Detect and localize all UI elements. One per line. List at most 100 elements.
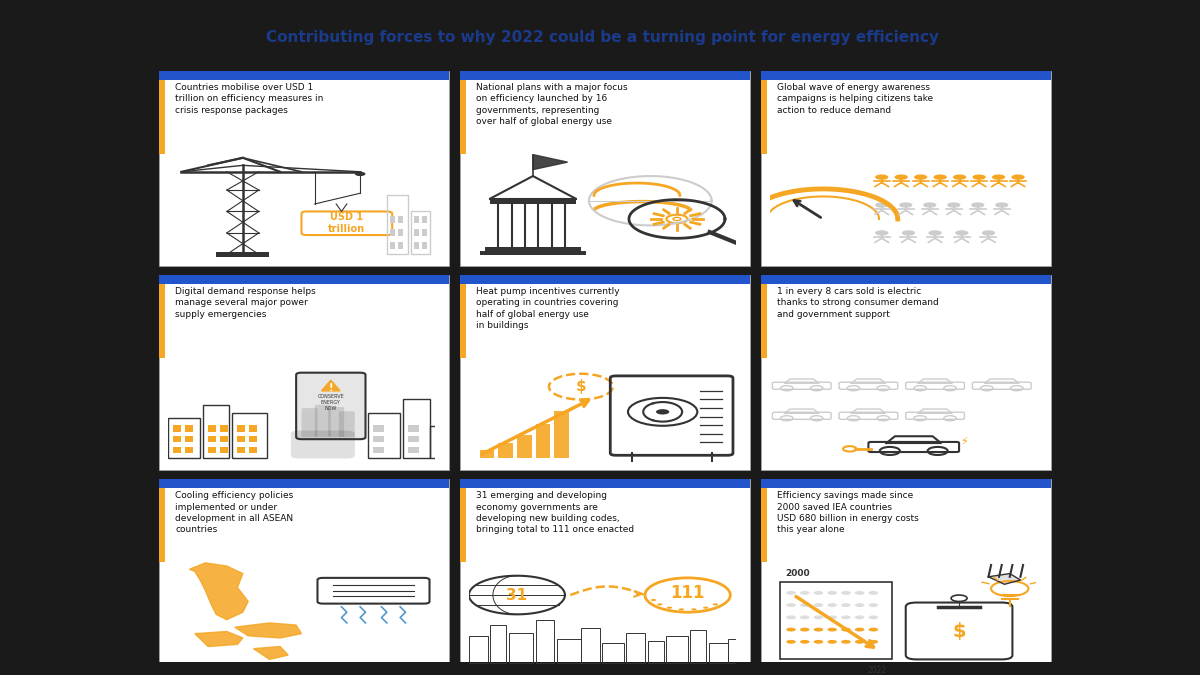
Bar [727,639,738,663]
Bar [421,216,427,223]
Bar [208,436,216,442]
Bar [160,488,166,562]
Bar [390,216,395,223]
Bar [517,435,532,458]
Circle shape [841,640,851,644]
Circle shape [875,202,888,208]
Circle shape [869,628,878,632]
Circle shape [955,230,968,236]
Bar [434,436,445,442]
Circle shape [827,591,836,595]
Bar [386,195,408,254]
Bar [232,414,266,458]
Text: 31 emerging and developing
economy governments are
developing new building codes: 31 emerging and developing economy gover… [476,491,635,535]
Bar [690,630,707,663]
Bar [160,71,449,80]
Circle shape [875,174,888,180]
Circle shape [929,230,942,236]
Bar [216,252,270,256]
Bar [434,425,445,432]
Text: Digital demand response helps
manage several major power
supply emergencies: Digital demand response helps manage sev… [175,287,316,319]
Bar [780,582,893,659]
Circle shape [786,616,796,619]
Circle shape [814,628,823,632]
Bar [434,447,445,453]
Text: CONSERVE
ENERGY
NOW: CONSERVE ENERGY NOW [318,394,344,411]
Circle shape [923,202,936,208]
Bar [390,242,395,249]
Circle shape [869,603,878,607]
Circle shape [947,202,960,208]
Circle shape [658,603,662,605]
Circle shape [814,616,823,619]
Circle shape [814,640,823,644]
Circle shape [854,591,864,595]
Bar [761,275,1050,284]
Polygon shape [194,632,242,647]
Text: Cooling efficiency policies
implemented or under
development in all ASEAN
countr: Cooling efficiency policies implemented … [175,491,294,535]
FancyBboxPatch shape [328,407,344,437]
Bar [460,284,466,358]
Circle shape [827,640,836,644]
Bar [373,447,384,453]
Polygon shape [190,563,248,620]
Circle shape [901,230,916,236]
Bar [498,443,512,458]
Bar [250,425,258,432]
Bar [535,620,554,663]
Bar [491,198,576,204]
Bar [408,436,419,442]
Circle shape [841,628,851,632]
Bar [430,427,445,458]
Text: Global wave of energy awareness
campaigns is helping citizens take
action to red: Global wave of energy awareness campaign… [776,83,934,115]
Bar [220,425,228,432]
Bar [414,242,419,249]
Bar [408,447,419,453]
Text: !: ! [329,383,334,394]
Bar [403,400,430,458]
Bar [761,479,1050,488]
Bar [761,479,1050,674]
Circle shape [869,640,878,644]
Bar [390,229,395,236]
Bar [557,639,581,663]
Bar [480,450,494,458]
Bar [160,284,166,358]
Bar [373,436,384,442]
Circle shape [667,607,672,609]
Bar [410,211,430,254]
Circle shape [869,616,878,619]
FancyBboxPatch shape [314,405,331,437]
FancyBboxPatch shape [301,408,318,437]
Bar [208,447,216,453]
Circle shape [841,603,851,607]
Polygon shape [989,574,1020,585]
Bar [250,436,258,442]
Bar [469,636,487,663]
Bar [421,242,427,249]
Bar [761,71,1050,80]
Circle shape [679,608,684,610]
FancyBboxPatch shape [290,431,355,458]
Bar [397,216,403,223]
Bar [168,418,200,458]
Circle shape [786,628,796,632]
Text: 31: 31 [506,587,528,603]
Circle shape [1012,174,1025,180]
Circle shape [786,640,796,644]
Bar [238,425,246,432]
Bar [160,479,449,674]
Text: USD 1
trillion: USD 1 trillion [329,212,365,234]
Circle shape [800,616,810,619]
FancyBboxPatch shape [301,211,392,235]
Bar [397,242,403,249]
Circle shape [800,640,810,644]
Circle shape [914,174,928,180]
Bar [460,488,466,562]
Bar [160,479,449,488]
Bar [220,436,228,442]
Circle shape [982,230,995,236]
Bar [509,632,533,663]
Circle shape [869,591,878,595]
Circle shape [992,174,1006,180]
